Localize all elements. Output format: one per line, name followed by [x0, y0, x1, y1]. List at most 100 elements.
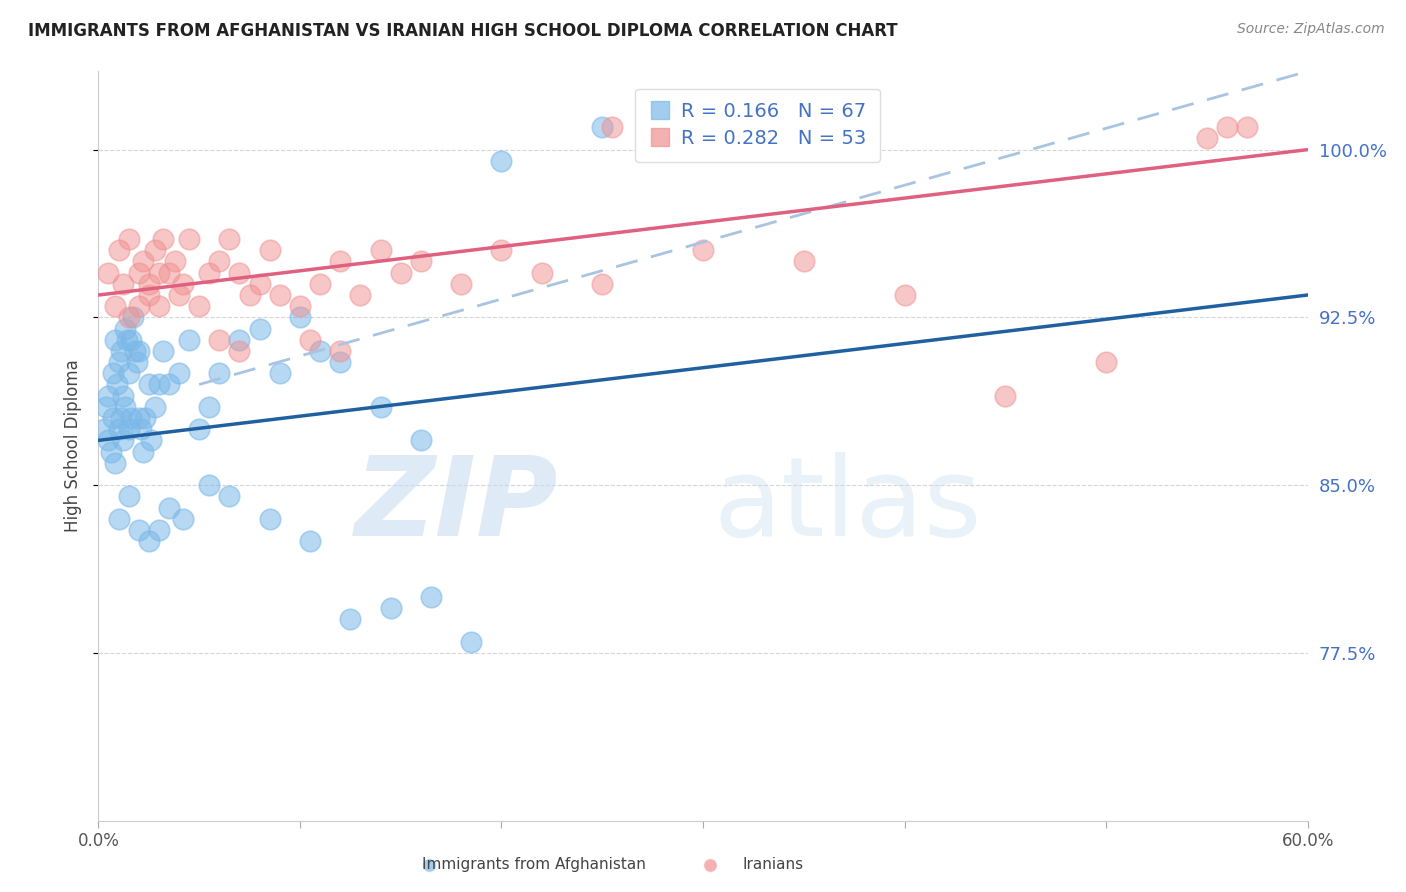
Point [420, 590, 443, 604]
Point [228, 266, 250, 280]
Point [188, 299, 211, 313]
Point [208, 254, 231, 268]
Point [793, 254, 815, 268]
Point [114, 321, 136, 335]
Point [129, 422, 152, 436]
Point [269, 367, 291, 381]
Point [179, 333, 201, 347]
Point [198, 266, 221, 280]
Point [491, 244, 513, 258]
Point [269, 288, 291, 302]
Point [107, 244, 129, 258]
Point [288, 299, 311, 313]
Text: atlas: atlas [714, 452, 983, 559]
Point [309, 277, 332, 291]
Point [163, 254, 186, 268]
Point [198, 478, 221, 492]
Point [143, 400, 166, 414]
Point [124, 343, 146, 358]
Point [299, 333, 322, 347]
Point [172, 277, 194, 291]
Point [148, 523, 170, 537]
Point [167, 367, 190, 381]
Point [329, 355, 352, 369]
Point [172, 511, 194, 525]
Point [132, 444, 155, 458]
Point [105, 377, 128, 392]
Point [152, 232, 174, 246]
Point [179, 232, 201, 246]
Point [107, 355, 129, 369]
Point [602, 120, 624, 135]
Point [139, 434, 162, 448]
Point [370, 244, 392, 258]
Point [1236, 120, 1258, 135]
Point [128, 343, 150, 358]
Point [692, 244, 714, 258]
Point [167, 288, 190, 302]
Point [134, 411, 156, 425]
Point [409, 434, 432, 448]
Point [118, 310, 141, 325]
Point [101, 367, 124, 381]
Point [530, 266, 553, 280]
Point [259, 244, 281, 258]
Text: Iranians: Iranians [742, 857, 804, 872]
Point [118, 367, 141, 381]
Point [128, 299, 150, 313]
Point [111, 434, 134, 448]
Legend: R = 0.166   N = 67, R = 0.282   N = 53: R = 0.166 N = 67, R = 0.282 N = 53 [634, 88, 880, 161]
Point [115, 333, 138, 347]
Point [138, 377, 160, 392]
Point [389, 266, 412, 280]
Point [107, 422, 129, 436]
Point [103, 456, 125, 470]
Point [591, 120, 613, 135]
Point [259, 511, 281, 525]
Point [111, 389, 134, 403]
Point [120, 333, 142, 347]
Point [110, 343, 132, 358]
Point [107, 511, 129, 525]
Point [309, 343, 332, 358]
Point [128, 411, 150, 425]
Point [370, 400, 392, 414]
Point [994, 389, 1017, 403]
Point [380, 601, 402, 615]
Point [97, 389, 120, 403]
Point [97, 266, 120, 280]
Point [125, 355, 148, 369]
Point [157, 500, 180, 515]
Point [1195, 131, 1218, 145]
Point [299, 534, 322, 549]
Point [893, 288, 915, 302]
Text: Immigrants from Afghanistan: Immigrants from Afghanistan [422, 857, 647, 872]
Point [239, 288, 262, 302]
Point [198, 400, 221, 414]
Y-axis label: High School Diploma: High School Diploma [65, 359, 83, 533]
Point [228, 343, 250, 358]
Point [349, 288, 371, 302]
Point [148, 299, 170, 313]
Point [148, 266, 170, 280]
Point [157, 266, 180, 280]
Point [103, 299, 125, 313]
Point [460, 634, 482, 648]
Point [118, 232, 141, 246]
Point [101, 411, 124, 425]
Point [218, 232, 240, 246]
Point [96, 400, 118, 414]
Point [208, 367, 231, 381]
Point [111, 277, 134, 291]
Text: IMMIGRANTS FROM AFGHANISTAN VS IRANIAN HIGH SCHOOL DIPLOMA CORRELATION CHART: IMMIGRANTS FROM AFGHANISTAN VS IRANIAN H… [28, 22, 898, 40]
Point [118, 489, 141, 503]
Point [591, 277, 613, 291]
Point [1095, 355, 1118, 369]
Point [249, 277, 271, 291]
Point [103, 333, 125, 347]
Point [118, 422, 141, 436]
Point [188, 422, 211, 436]
Point [100, 444, 122, 458]
Point [132, 254, 155, 268]
Point [249, 321, 271, 335]
